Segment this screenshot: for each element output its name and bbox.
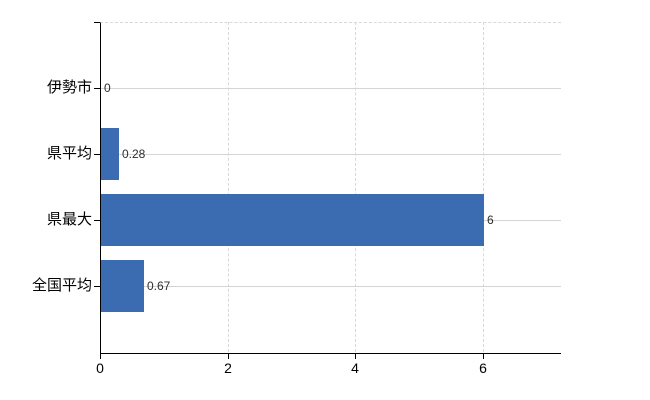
category-gridline	[101, 286, 561, 287]
x-axis-tick-label: 4	[351, 360, 359, 376]
value-label: 0.67	[147, 279, 171, 293]
x-axis-tick	[228, 353, 229, 359]
y-axis-tick	[94, 22, 100, 23]
bar	[101, 194, 484, 246]
x-axis-tick-label: 2	[224, 360, 232, 376]
y-axis-tick	[94, 220, 100, 221]
category-gridline	[101, 154, 561, 155]
vertical-gridline	[228, 22, 229, 352]
y-axis-tick	[94, 286, 100, 287]
value-label: 0	[104, 81, 111, 95]
bar	[101, 260, 144, 312]
category-label: 県最大	[46, 211, 92, 228]
x-axis-tick	[483, 353, 484, 359]
category-gridline	[101, 88, 561, 89]
x-axis-tick	[355, 353, 356, 359]
x-axis-tick-label: 0	[96, 360, 104, 376]
category-label: 県平均	[46, 145, 92, 162]
y-axis-tick	[94, 88, 100, 89]
vertical-gridline	[355, 22, 356, 352]
x-axis-tick	[100, 353, 101, 359]
value-label: 0.28	[122, 147, 146, 161]
value-label: 6	[487, 213, 494, 227]
vertical-gridline	[483, 22, 484, 352]
plot-area	[100, 22, 561, 354]
y-axis-tick	[94, 154, 100, 155]
category-label: 伊勢市	[46, 79, 92, 96]
category-label: 全国平均	[31, 277, 92, 294]
x-axis-tick-label: 6	[479, 360, 487, 376]
bar	[101, 128, 119, 180]
